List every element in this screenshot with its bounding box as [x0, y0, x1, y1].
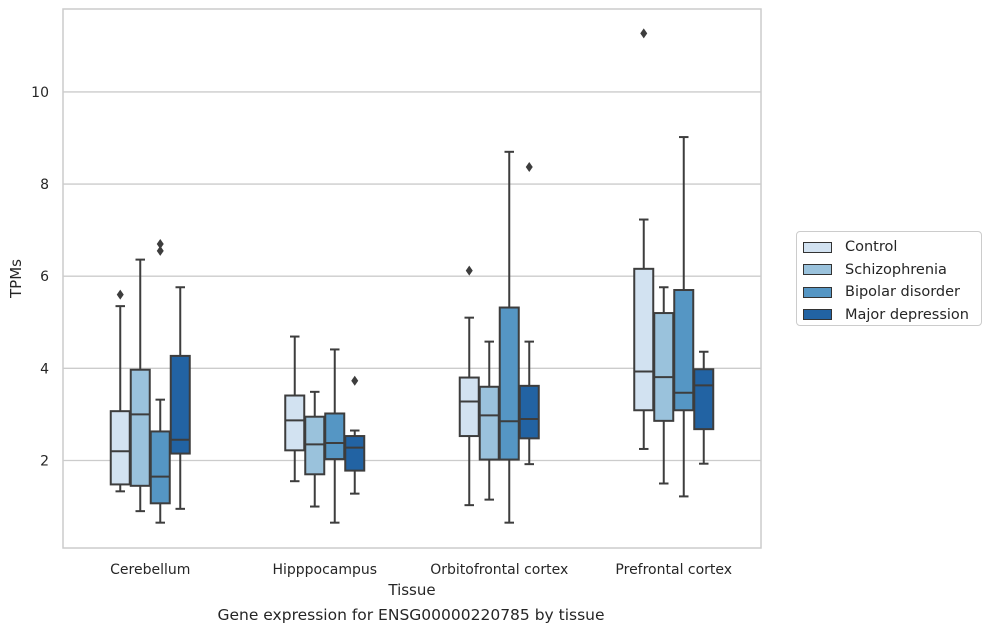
- figure-caption: Gene expression for ENSG00000220785 by t…: [217, 606, 605, 624]
- iqr-box: [633, 267, 655, 412]
- x-axis-label: Tissue: [387, 581, 435, 599]
- outlier-marker: [156, 238, 164, 249]
- y-tick-label: 6: [40, 269, 49, 285]
- iqr-box: [324, 412, 346, 461]
- x-tick-label: Cerebellum: [110, 562, 190, 578]
- iqr-box: [518, 384, 540, 440]
- legend: Control Schizophrenia Bipolar disorder Majo…: [796, 231, 982, 326]
- boxes: [109, 28, 715, 524]
- legend-swatch: [803, 241, 832, 253]
- y-tick-label: 2: [40, 453, 49, 469]
- y-tick-labels: 2 4 6 8 10: [31, 85, 49, 470]
- legend-item: Control: [803, 236, 981, 259]
- outlier-marker: [640, 28, 648, 39]
- outlier-marker: [525, 162, 533, 173]
- legend-item: Bipolar disorder: [803, 281, 981, 304]
- outlier-marker: [156, 245, 164, 256]
- box-major-depression: [344, 375, 366, 495]
- box-bipolar-disorder: [673, 136, 695, 498]
- iqr-box: [498, 306, 520, 461]
- y-tick-label: 10: [31, 85, 49, 101]
- iqr-box: [693, 368, 715, 431]
- y-axis-label: TPMs: [7, 259, 25, 299]
- box-major-depression: [169, 286, 191, 510]
- y-tick-label: 8: [40, 177, 49, 193]
- legend-swatch: [803, 264, 832, 276]
- outlier-marker: [351, 375, 359, 386]
- box-control: [633, 28, 655, 450]
- x-tick-label: Orbitofrontal cortex: [430, 562, 568, 578]
- outlier-marker: [116, 289, 124, 300]
- legend-swatch: [803, 286, 832, 298]
- box-control: [458, 265, 480, 507]
- iqr-box: [458, 376, 480, 438]
- legend-item: Schizophrenia: [803, 259, 981, 282]
- iqr-box: [109, 410, 131, 486]
- x-tick-labels: Cerebellum Hipppocampus Orbitofrontal cort…: [110, 562, 732, 578]
- iqr-box: [673, 289, 695, 412]
- box-bipolar-disorder: [324, 348, 346, 524]
- iqr-box: [653, 312, 675, 422]
- box-schizophrenia: [478, 340, 500, 501]
- legend-label: Schizophrenia: [845, 261, 947, 278]
- legend-swatch: [803, 309, 832, 321]
- box-schizophrenia: [129, 258, 151, 513]
- x-tick-label: Hipppocampus: [272, 562, 377, 578]
- iqr-box: [284, 394, 306, 452]
- legend-label: Control: [845, 239, 898, 256]
- legend-item: Major depression: [803, 304, 981, 327]
- iqr-box: [344, 435, 366, 472]
- x-tick-label: Prefrontal cortex: [615, 562, 732, 578]
- iqr-box: [478, 385, 500, 461]
- outlier-marker: [465, 265, 473, 276]
- box-major-depression: [693, 350, 715, 465]
- box-major-depression: [518, 162, 540, 466]
- iqr-box: [129, 368, 151, 487]
- legend-label: Bipolar disorder: [845, 284, 960, 301]
- box-bipolar-disorder: [149, 238, 171, 524]
- box-schizophrenia: [304, 390, 326, 508]
- iqr-box: [149, 430, 171, 505]
- y-tick-label: 4: [40, 361, 49, 377]
- box-bipolar-disorder: [498, 150, 520, 524]
- iqr-box: [304, 415, 326, 476]
- box-schizophrenia: [653, 286, 675, 485]
- box-control: [109, 289, 131, 493]
- legend-label: Major depression: [845, 306, 969, 323]
- iqr-box: [169, 354, 191, 455]
